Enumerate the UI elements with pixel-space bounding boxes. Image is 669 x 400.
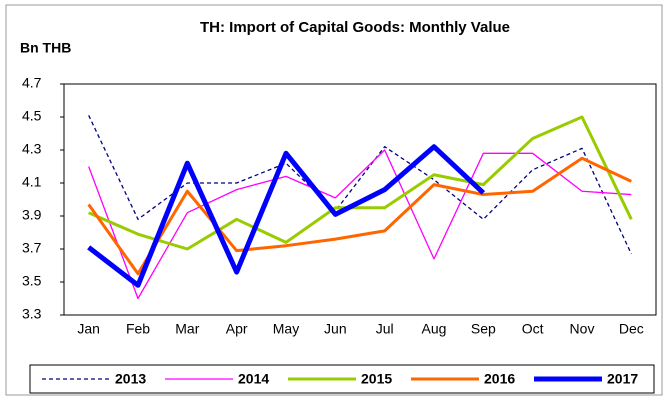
legend-label: 2016 bbox=[484, 371, 515, 387]
x-tick-label: Sep bbox=[471, 321, 496, 337]
x-tick-label: Dec bbox=[619, 321, 644, 337]
x-tick-label: Jan bbox=[77, 321, 100, 337]
x-tick-label: Nov bbox=[570, 321, 595, 337]
frame bbox=[5, 4, 663, 396]
series-line bbox=[88, 115, 632, 255]
x-tick-label: Jul bbox=[376, 321, 394, 337]
y-tick-label: 3.3 bbox=[22, 306, 42, 322]
chart-title: TH: Import of Capital Goods: Monthly Val… bbox=[200, 19, 510, 36]
x-tick-label: Mar bbox=[175, 321, 199, 337]
x-tick-label: Oct bbox=[522, 321, 544, 337]
plot-area bbox=[63, 83, 657, 316]
y-tick-label: 4.5 bbox=[22, 108, 42, 124]
y-tick-label: 4.3 bbox=[22, 141, 42, 157]
y-tick-label: 3.5 bbox=[22, 273, 42, 289]
x-tick-label: Aug bbox=[422, 321, 447, 337]
series-line bbox=[88, 115, 633, 251]
legend-label: 2013 bbox=[115, 371, 146, 387]
y-tick-label: 4.1 bbox=[22, 174, 42, 190]
series-line bbox=[87, 156, 632, 276]
x-tick-label: Feb bbox=[126, 321, 150, 337]
series-line bbox=[87, 144, 486, 288]
legend-label: 2017 bbox=[607, 371, 638, 387]
legend-label: 2015 bbox=[361, 371, 392, 387]
x-tick-label: May bbox=[273, 321, 299, 337]
y-axis-label: Bn THB bbox=[20, 40, 71, 56]
legend-label: 2014 bbox=[238, 371, 269, 387]
y-tick-label: 4.7 bbox=[22, 75, 42, 91]
series-line bbox=[88, 149, 632, 300]
y-tick-label: 3.7 bbox=[22, 240, 42, 256]
x-tick-label: Jun bbox=[324, 321, 347, 337]
y-tick-label: 3.9 bbox=[22, 207, 42, 223]
x-tick-label: Apr bbox=[226, 321, 248, 337]
